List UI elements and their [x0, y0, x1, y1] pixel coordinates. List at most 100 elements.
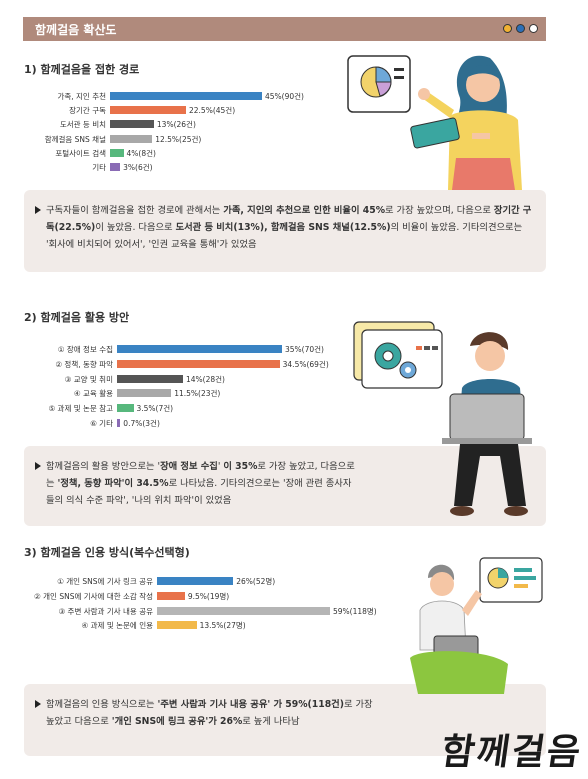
chart-bar [110, 148, 124, 157]
category-label: ① 개인 SNS에 기사 링크 공유 [57, 577, 153, 586]
summary-1-part-1: 가족, 지인의 추천으로 인한 비율이 45% [223, 205, 386, 216]
category-label: ③ 교양 및 취미 [64, 374, 113, 384]
summary-2-part-1: 장애 정보 수집 [160, 461, 218, 472]
section-1-title: 1) 함께걸음을 접한 경로 [24, 63, 140, 76]
category-label: ② 정책, 동향 파악 [55, 359, 113, 369]
category-label: ⑤ 과제 및 논문 참고 [48, 404, 113, 414]
chart-row: ③ 교양 및 취미 14%(28건) [0, 374, 588, 384]
summary-1-part-3: 장기간 구독(22.5%) [46, 205, 532, 233]
chart-row: 장기간 구독 22.5%(45건) [0, 106, 588, 115]
woman-laptop-illustration [410, 557, 543, 694]
dot-icon-yellow [503, 24, 512, 33]
value-label: 11.5%(23건) [174, 389, 221, 399]
value-label: 9.5%(19명) [187, 591, 230, 601]
value-label: 0.7%(3건) [123, 419, 160, 428]
summary-2-part-0: 함께걸음의 활용 방안으로는 ' [46, 461, 161, 472]
summary-text-3: 함께걸음의 인용 방식으로는 '주변 사람과 기사 내용 공유' 가 59%(1… [46, 696, 376, 730]
summary-text-1: 구독자들이 함께걸음을 접한 경로에 관해서는 가족, 지인의 추천으로 인한 … [46, 202, 532, 253]
chart-bar [110, 134, 153, 143]
chart-row: ③ 주변 사람과 기사 내용 공유 59%(118명) [0, 606, 588, 616]
chart-bar [117, 359, 280, 368]
chart-bar [110, 163, 121, 171]
category-label: ② 개인 SNS에 기사에 대한 소감 작성 [34, 591, 153, 601]
chart-bar [117, 345, 282, 353]
summary-3-part-0: 함께걸음의 인용 방식으로는 [46, 699, 158, 710]
chart-row: 도서관 등 비치 13%(26건) [0, 120, 588, 129]
man-laptop-illustration [353, 321, 532, 516]
chart-bar [117, 404, 134, 413]
summary-2-part-6: 로 나타났음. 기타의견으로는 '장애 관련 종사자들의 의식 수준 파악', … [46, 478, 352, 506]
chart-row: 가족, 지인 추천 45%(90건) [0, 92, 588, 101]
summary-3-part-3: '개인 SNS에 링크 공유'가 26% [111, 716, 243, 727]
summary-box-1: 구독자들이 함께걸음을 접한 경로에 관해서는 가족, 지인의 추천으로 인한 … [24, 190, 546, 272]
value-label: 59%(118명) [333, 606, 377, 616]
chart-row: ① 개인 SNS에 기사 링크 공유 26%(52명) [0, 577, 588, 586]
section-2-title: 2) 함께걸음 활용 방안 [24, 311, 130, 324]
value-label: 26%(52명) [236, 577, 276, 586]
summary-2-part-3: 이 35% [223, 461, 258, 472]
category-label: 포털사이트 검색 [55, 148, 106, 158]
category-label: ① 장애 정보 수집 [57, 345, 113, 354]
value-label: 3.5%(7건) [136, 404, 174, 414]
watermark-logo: 함께걸음 [438, 723, 586, 775]
category-label: ③ 주변 사람과 기사 내용 공유 [58, 606, 153, 616]
summary-1-part-2: 로 가장 높았으며, 다음으로 [385, 205, 494, 216]
value-label: 14%(28건) [186, 374, 225, 384]
chart-row: ⑤ 과제 및 논문 참고 3.5%(7건) [0, 404, 588, 413]
category-label: ④ 과제 및 논문에 인용 [81, 621, 153, 631]
chart-bar [117, 419, 121, 427]
dot-icon-white [529, 24, 538, 33]
chart-bar [157, 621, 197, 630]
chart-row: ④ 과제 및 논문에 인용 13.5%(27명) [0, 621, 588, 630]
summary-1-part-0: 구독자들이 함께걸음을 접한 경로에 관해서는 [46, 205, 224, 216]
summary-2-part-4: 로 가장 높았고, 다음으로는 [46, 461, 355, 489]
summary-2-part-2: ' [217, 461, 224, 472]
summary-1-part-4: 이 높았음. 다음으로 [95, 222, 176, 233]
value-label: 22.5%(45건) [189, 106, 236, 116]
chart-bar [117, 389, 172, 398]
summary-1-part-6: 의 비율이 높았음. 기타의견으로는 '회사에 비치되어 있어서', '인권 교… [46, 222, 523, 250]
chart-bar [117, 374, 183, 383]
chart-row: 기타 3%(6건) [0, 163, 588, 172]
value-label: 45%(90건) [265, 92, 304, 101]
value-label: 34.5%(69건) [282, 359, 329, 369]
summary-3-part-2: 로 가장 높았고 다음으로 [46, 699, 373, 727]
woman-tablet-illustration [347, 55, 522, 190]
chart-bar [110, 106, 186, 115]
summary-1-part-5: 도서관 등 비치(13%), 함께걸음 SNS 채널(12.5%) [175, 222, 391, 233]
watermark-text: 함께걸음 [438, 731, 585, 773]
summary-text-2: 함께걸음의 활용 방안으로는 '장애 정보 수집' 이 35%로 가장 높았고,… [46, 458, 356, 509]
chart-row: ⑥ 기타 0.7%(3건) [0, 419, 588, 428]
header-title: 함께걸음 확산도 [35, 23, 117, 37]
category-label: 가족, 지인 추천 [57, 92, 106, 101]
value-label: 35%(70건) [285, 345, 324, 354]
bullet-arrow-icon [35, 700, 41, 708]
chart-row: 포털사이트 검색 4%(8건) [0, 148, 588, 158]
value-label: 3%(6건) [123, 163, 153, 172]
category-label: 장기간 구독 [69, 106, 106, 116]
value-label: 13%(26건) [156, 120, 196, 130]
section-3-title: 3) 함께걸음 인용 방식(복수선택형) [24, 546, 190, 559]
category-label: 기타 [92, 163, 106, 172]
chart-bar [110, 92, 262, 100]
category-label: 도서관 등 비치 [59, 120, 106, 130]
chart-bar [157, 577, 234, 585]
chart-row: 함께걸음 SNS 채널 12.5%(25건) [0, 134, 588, 144]
chart-bar [157, 606, 330, 615]
bullet-arrow-icon [35, 462, 41, 470]
dot-icon-blue [516, 24, 525, 33]
category-label: ④ 교육 활용 [73, 389, 113, 399]
value-label: 4%(8건) [126, 148, 156, 158]
header-dots [503, 24, 538, 33]
value-label: 12.5%(25건) [155, 134, 202, 144]
category-label: ⑥ 기타 [90, 419, 113, 428]
chart-row: ② 정책, 동향 파악 34.5%(69건) [0, 359, 588, 369]
value-label: 13.5%(27명) [199, 621, 246, 631]
chart-row: ④ 교육 활용 11.5%(23건) [0, 389, 588, 398]
summary-2-part-5: '정책, 동향 파악'이 34.5% [57, 478, 169, 489]
summary-3-part-4: 로 높게 나타남 [242, 716, 300, 727]
chart-row: ② 개인 SNS에 기사에 대한 소감 작성 9.5%(19명) [0, 591, 588, 601]
chart-row: ① 장애 정보 수집 35%(70건) [0, 345, 588, 354]
summary-box-3: 함께걸음의 인용 방식으로는 '주변 사람과 기사 내용 공유' 가 59%(1… [24, 684, 546, 756]
chart-bar [157, 591, 185, 600]
